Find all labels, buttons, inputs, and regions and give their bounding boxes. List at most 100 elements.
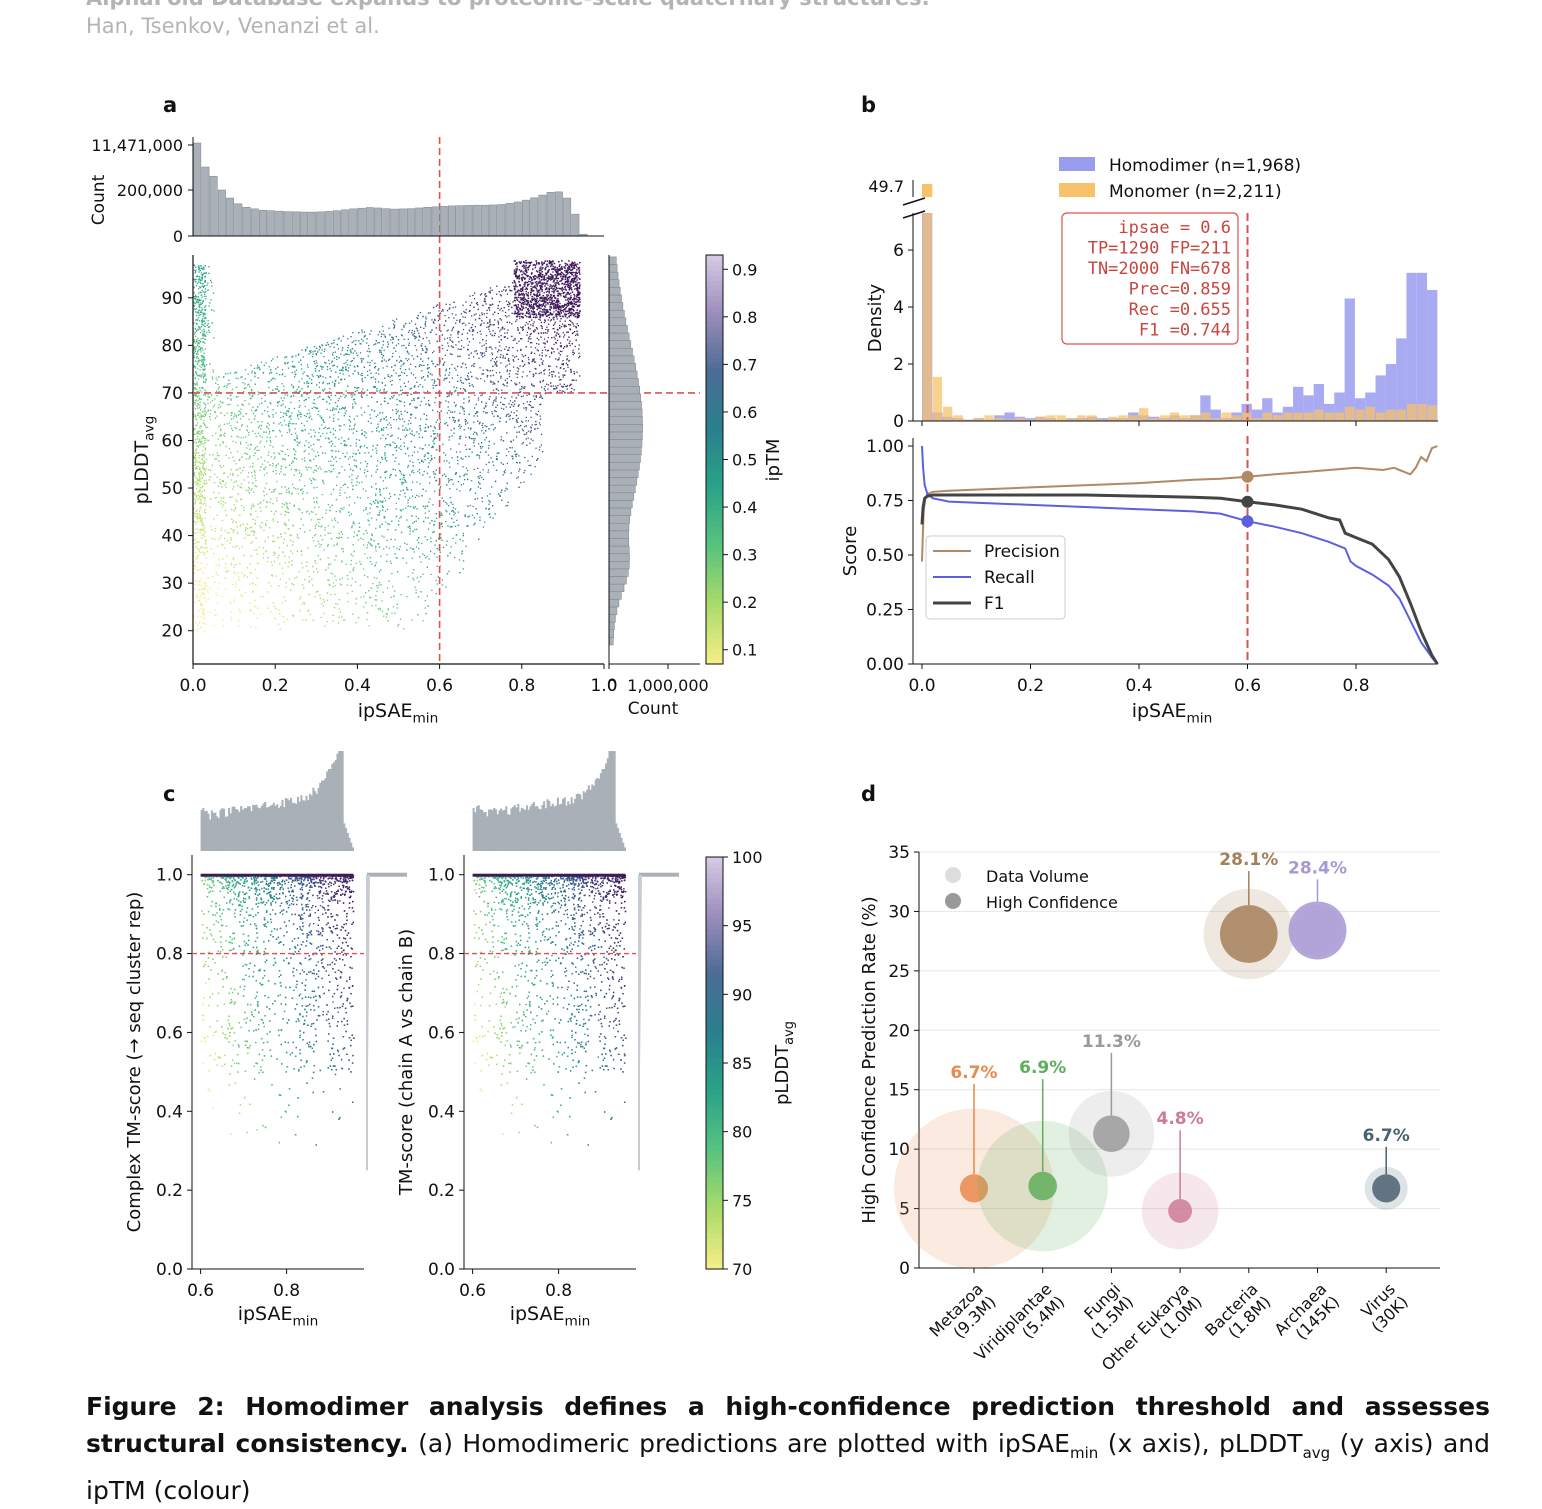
scatter-point	[457, 511, 460, 513]
scatter-point	[346, 364, 349, 366]
scatter-point	[199, 499, 201, 502]
scatter-point	[425, 351, 427, 354]
scatter-point	[457, 394, 459, 396]
scatter-point	[318, 521, 320, 524]
scatter-point	[547, 284, 549, 286]
scatter-point	[233, 460, 235, 462]
scatter-point	[524, 283, 526, 286]
scatter-point	[424, 444, 426, 446]
scatter-point	[224, 530, 226, 532]
scatter-point	[533, 352, 536, 355]
scatter-point	[282, 616, 284, 618]
scatter-point	[543, 292, 545, 294]
scatter-point	[245, 441, 248, 444]
scatter-point	[535, 294, 538, 296]
scatter-point	[257, 432, 260, 434]
scatter-point	[202, 485, 204, 488]
scatter-point	[194, 311, 197, 313]
scatter-point	[220, 529, 222, 532]
scatter-point	[218, 454, 220, 457]
scatter-point	[197, 265, 199, 267]
scatter-point	[310, 444, 312, 447]
scatter-point	[432, 409, 434, 411]
scatter-point	[288, 578, 290, 580]
scatter-point	[311, 379, 313, 381]
scatter-point	[437, 320, 440, 322]
scatter-point	[204, 439, 206, 442]
scatter-point	[207, 396, 209, 398]
scatter-point	[298, 469, 300, 472]
scatter-point	[376, 388, 378, 390]
scatter-point	[371, 533, 373, 535]
scatter-point	[535, 396, 537, 398]
scatter-point	[199, 517, 202, 519]
scatter-point	[479, 342, 481, 344]
scatter-point	[312, 429, 315, 431]
scatter-point	[313, 443, 315, 446]
scatter-point	[564, 270, 566, 272]
scatter-point	[470, 427, 472, 429]
scatter-point	[198, 397, 201, 399]
scatter-point	[553, 268, 555, 270]
scatter-point	[240, 408, 242, 410]
scatter-point	[521, 278, 523, 280]
scatter-point	[237, 572, 239, 574]
scatter-point	[193, 305, 195, 307]
scatter-point	[195, 556, 198, 558]
scatter-point	[319, 415, 321, 417]
scatter-point	[202, 332, 204, 334]
scatter-point	[203, 419, 205, 421]
scatter-point	[445, 586, 447, 588]
scatter-point	[252, 518, 254, 520]
scatter-point	[314, 527, 316, 529]
scatter-point	[252, 590, 254, 592]
scatter-point	[531, 288, 533, 290]
scatter-point	[351, 479, 353, 481]
scatter-point	[243, 575, 245, 577]
scatter-point	[542, 342, 545, 344]
scatter-point	[518, 391, 521, 394]
scatter-point	[290, 462, 293, 464]
scatter-point	[265, 362, 267, 364]
scatter-point	[399, 368, 402, 370]
scatter-point	[351, 428, 353, 431]
scatter-point	[334, 585, 336, 587]
scatter-point	[269, 440, 271, 442]
scatter-point	[280, 471, 282, 473]
scatter-point	[212, 369, 214, 371]
scatter-point	[409, 533, 411, 535]
scatter-point	[232, 558, 234, 560]
scatter-point	[272, 377, 275, 379]
panel-label-b: b	[861, 93, 877, 117]
scatter-point	[565, 296, 567, 298]
scatter-point	[216, 458, 218, 460]
scatter-point	[233, 597, 235, 600]
scatter-point	[445, 378, 447, 380]
scatter-point	[527, 326, 530, 328]
scatter-point	[248, 492, 251, 494]
scatter-point	[217, 588, 219, 590]
scatter-point	[271, 491, 273, 493]
scatter-point	[405, 507, 407, 509]
scatter-point	[352, 373, 354, 375]
scatter-point	[268, 424, 270, 426]
scatter-point	[327, 579, 329, 581]
scatter-point	[200, 310, 202, 312]
scatter-point	[534, 466, 536, 468]
scatter-point	[296, 434, 298, 437]
scatter-point	[343, 415, 345, 417]
scatter-point	[522, 292, 524, 294]
scatter-point	[250, 555, 252, 557]
scatter-point	[195, 448, 198, 450]
scatter-point	[198, 267, 200, 270]
scatter-point	[270, 611, 272, 613]
scatter-point	[416, 546, 418, 548]
scatter-point	[465, 312, 467, 314]
scatter-point	[313, 497, 315, 499]
scatter-point	[242, 415, 244, 417]
scatter-point	[252, 394, 254, 396]
scatter-point	[322, 382, 324, 384]
scatter-point	[423, 470, 425, 473]
scatter-point	[520, 481, 522, 484]
scatter-point	[389, 475, 391, 477]
